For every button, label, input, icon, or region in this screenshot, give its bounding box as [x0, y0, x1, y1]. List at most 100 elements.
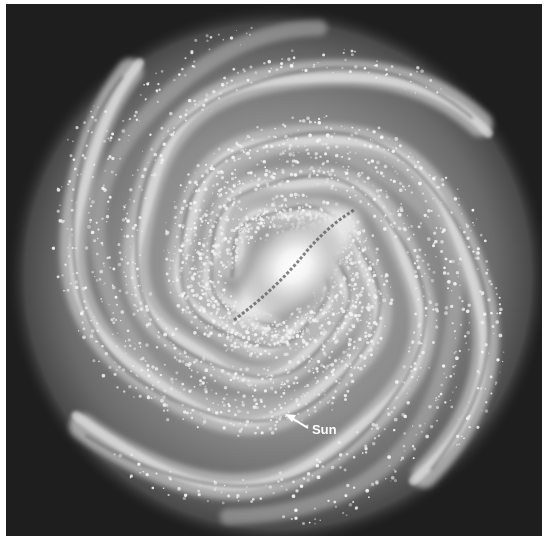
- star-cluster: [214, 245, 218, 249]
- star-cluster: [484, 388, 487, 390]
- star-cluster: [256, 126, 259, 129]
- star-cluster: [341, 309, 346, 314]
- star-cluster: [390, 298, 394, 302]
- star-cluster: [275, 210, 278, 213]
- star-cluster: [457, 418, 459, 420]
- star-cluster: [312, 370, 314, 372]
- star-cluster: [334, 390, 337, 393]
- star-cluster: [266, 324, 270, 328]
- star-cluster: [359, 174, 361, 176]
- star-cluster: [172, 280, 174, 283]
- star-cluster: [144, 99, 147, 101]
- star-cluster: [481, 320, 485, 325]
- star-cluster: [216, 280, 220, 284]
- star-cluster: [221, 321, 224, 324]
- star-cluster: [338, 458, 340, 460]
- star-cluster: [293, 367, 295, 369]
- star-cluster: [337, 440, 341, 445]
- star-cluster: [181, 360, 185, 364]
- star-cluster: [240, 240, 244, 244]
- star-cluster: [226, 251, 230, 255]
- star-cluster: [382, 298, 387, 303]
- star-cluster: [246, 350, 249, 353]
- star-cluster: [263, 416, 265, 419]
- star-cluster: [217, 189, 222, 193]
- star-cluster: [367, 278, 372, 282]
- star-cluster: [192, 310, 194, 312]
- star-cluster: [370, 304, 374, 309]
- star-cluster: [235, 251, 238, 254]
- star-cluster: [98, 277, 102, 281]
- star-cluster: [367, 203, 370, 206]
- star-cluster: [373, 197, 377, 201]
- star-cluster: [347, 165, 350, 168]
- star-cluster: [325, 125, 329, 129]
- star-cluster: [139, 471, 142, 474]
- star-cluster: [461, 307, 466, 312]
- star-cluster: [428, 367, 430, 369]
- star-cluster: [349, 151, 351, 153]
- star-cluster: [308, 133, 312, 138]
- star-cluster: [393, 221, 396, 225]
- star-cluster: [173, 346, 177, 350]
- star-cluster: [155, 345, 159, 349]
- star-cluster: [273, 185, 276, 188]
- star-cluster: [347, 390, 349, 392]
- star-cluster: [307, 370, 309, 372]
- star-cluster: [202, 376, 206, 380]
- star-cluster: [90, 329, 95, 333]
- star-cluster: [280, 204, 283, 208]
- star-cluster: [250, 26, 253, 29]
- star-cluster: [205, 281, 209, 286]
- star-cluster: [396, 172, 399, 175]
- star-cluster: [104, 110, 107, 113]
- star-cluster: [453, 373, 455, 375]
- star-cluster: [445, 376, 448, 379]
- star-cluster: [264, 333, 268, 336]
- star-cluster: [375, 76, 378, 79]
- star-cluster: [198, 208, 202, 212]
- star-cluster: [75, 271, 79, 275]
- star-cluster: [412, 444, 415, 447]
- star-cluster: [101, 244, 104, 247]
- star-cluster: [306, 152, 310, 156]
- star-cluster: [335, 161, 337, 164]
- star-cluster: [235, 338, 238, 342]
- star-cluster: [207, 221, 210, 225]
- star-cluster: [152, 384, 154, 387]
- star-cluster: [294, 376, 298, 380]
- star-cluster: [458, 197, 460, 199]
- star-cluster: [384, 214, 387, 217]
- star-cluster: [262, 146, 266, 150]
- star-cluster: [361, 247, 363, 249]
- star-cluster: [485, 271, 489, 275]
- star-cluster: [365, 320, 368, 324]
- star-cluster: [136, 309, 140, 312]
- star-cluster: [320, 363, 324, 368]
- star-cluster: [275, 167, 278, 170]
- star-cluster: [344, 288, 346, 291]
- star-cluster: [271, 334, 275, 339]
- star-cluster: [156, 92, 158, 94]
- star-cluster: [332, 71, 334, 74]
- star-cluster: [375, 189, 380, 193]
- star-cluster: [168, 476, 172, 480]
- star-cluster: [385, 190, 388, 193]
- star-cluster: [463, 230, 466, 234]
- star-cluster: [111, 285, 116, 290]
- star-cluster: [120, 228, 123, 231]
- star-cluster: [280, 211, 284, 215]
- star-cluster: [241, 226, 246, 231]
- star-cluster: [447, 279, 451, 284]
- star-cluster: [200, 412, 202, 414]
- star-cluster: [214, 299, 218, 304]
- star-cluster: [350, 49, 354, 53]
- star-cluster: [290, 517, 293, 521]
- star-cluster: [247, 379, 251, 383]
- star-cluster: [282, 383, 284, 386]
- star-cluster: [228, 198, 232, 202]
- star-cluster: [440, 383, 444, 387]
- star-cluster: [291, 335, 295, 339]
- star-cluster: [157, 82, 160, 86]
- star-cluster: [141, 174, 145, 178]
